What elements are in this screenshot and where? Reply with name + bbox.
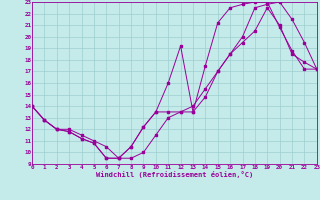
X-axis label: Windchill (Refroidissement éolien,°C): Windchill (Refroidissement éolien,°C) bbox=[96, 171, 253, 178]
